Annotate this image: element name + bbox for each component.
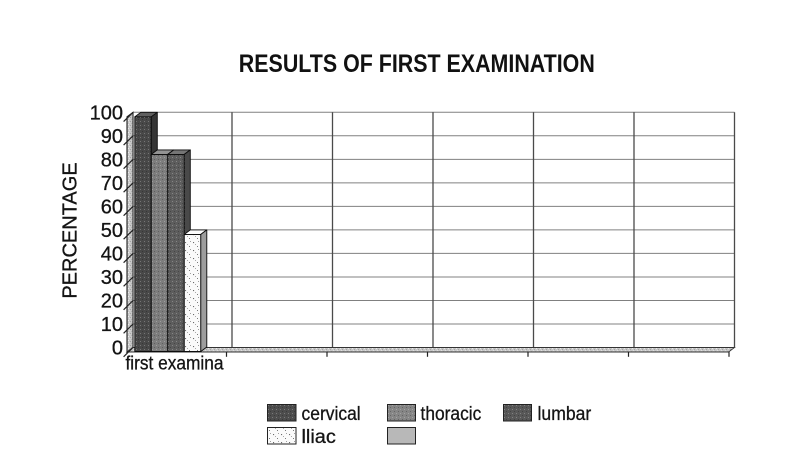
svg-text:30: 30 [101, 267, 123, 289]
svg-text:thoracic: thoracic [421, 403, 482, 425]
svg-text:50: 50 [101, 220, 123, 242]
svg-text:cervical: cervical [302, 403, 361, 425]
svg-text:40: 40 [101, 243, 123, 265]
svg-text:20: 20 [101, 291, 123, 313]
svg-text:80: 80 [101, 149, 123, 171]
svg-text:lumbar: lumbar [538, 403, 592, 425]
svg-text:lliac: lliac [302, 426, 337, 448]
svg-text:RESULTS OF FIRST EXAMINATION: RESULTS OF FIRST EXAMINATION [239, 50, 595, 78]
svg-text:first examina: first examina [126, 354, 224, 375]
svg-text:0: 0 [112, 338, 123, 360]
svg-text:90: 90 [101, 126, 123, 148]
svg-text:10: 10 [101, 314, 123, 336]
svg-text:PERCENTAGE: PERCENTAGE [60, 162, 82, 298]
svg-text:70: 70 [101, 173, 123, 195]
svg-text:100: 100 [90, 102, 123, 124]
svg-text:60: 60 [101, 196, 123, 218]
